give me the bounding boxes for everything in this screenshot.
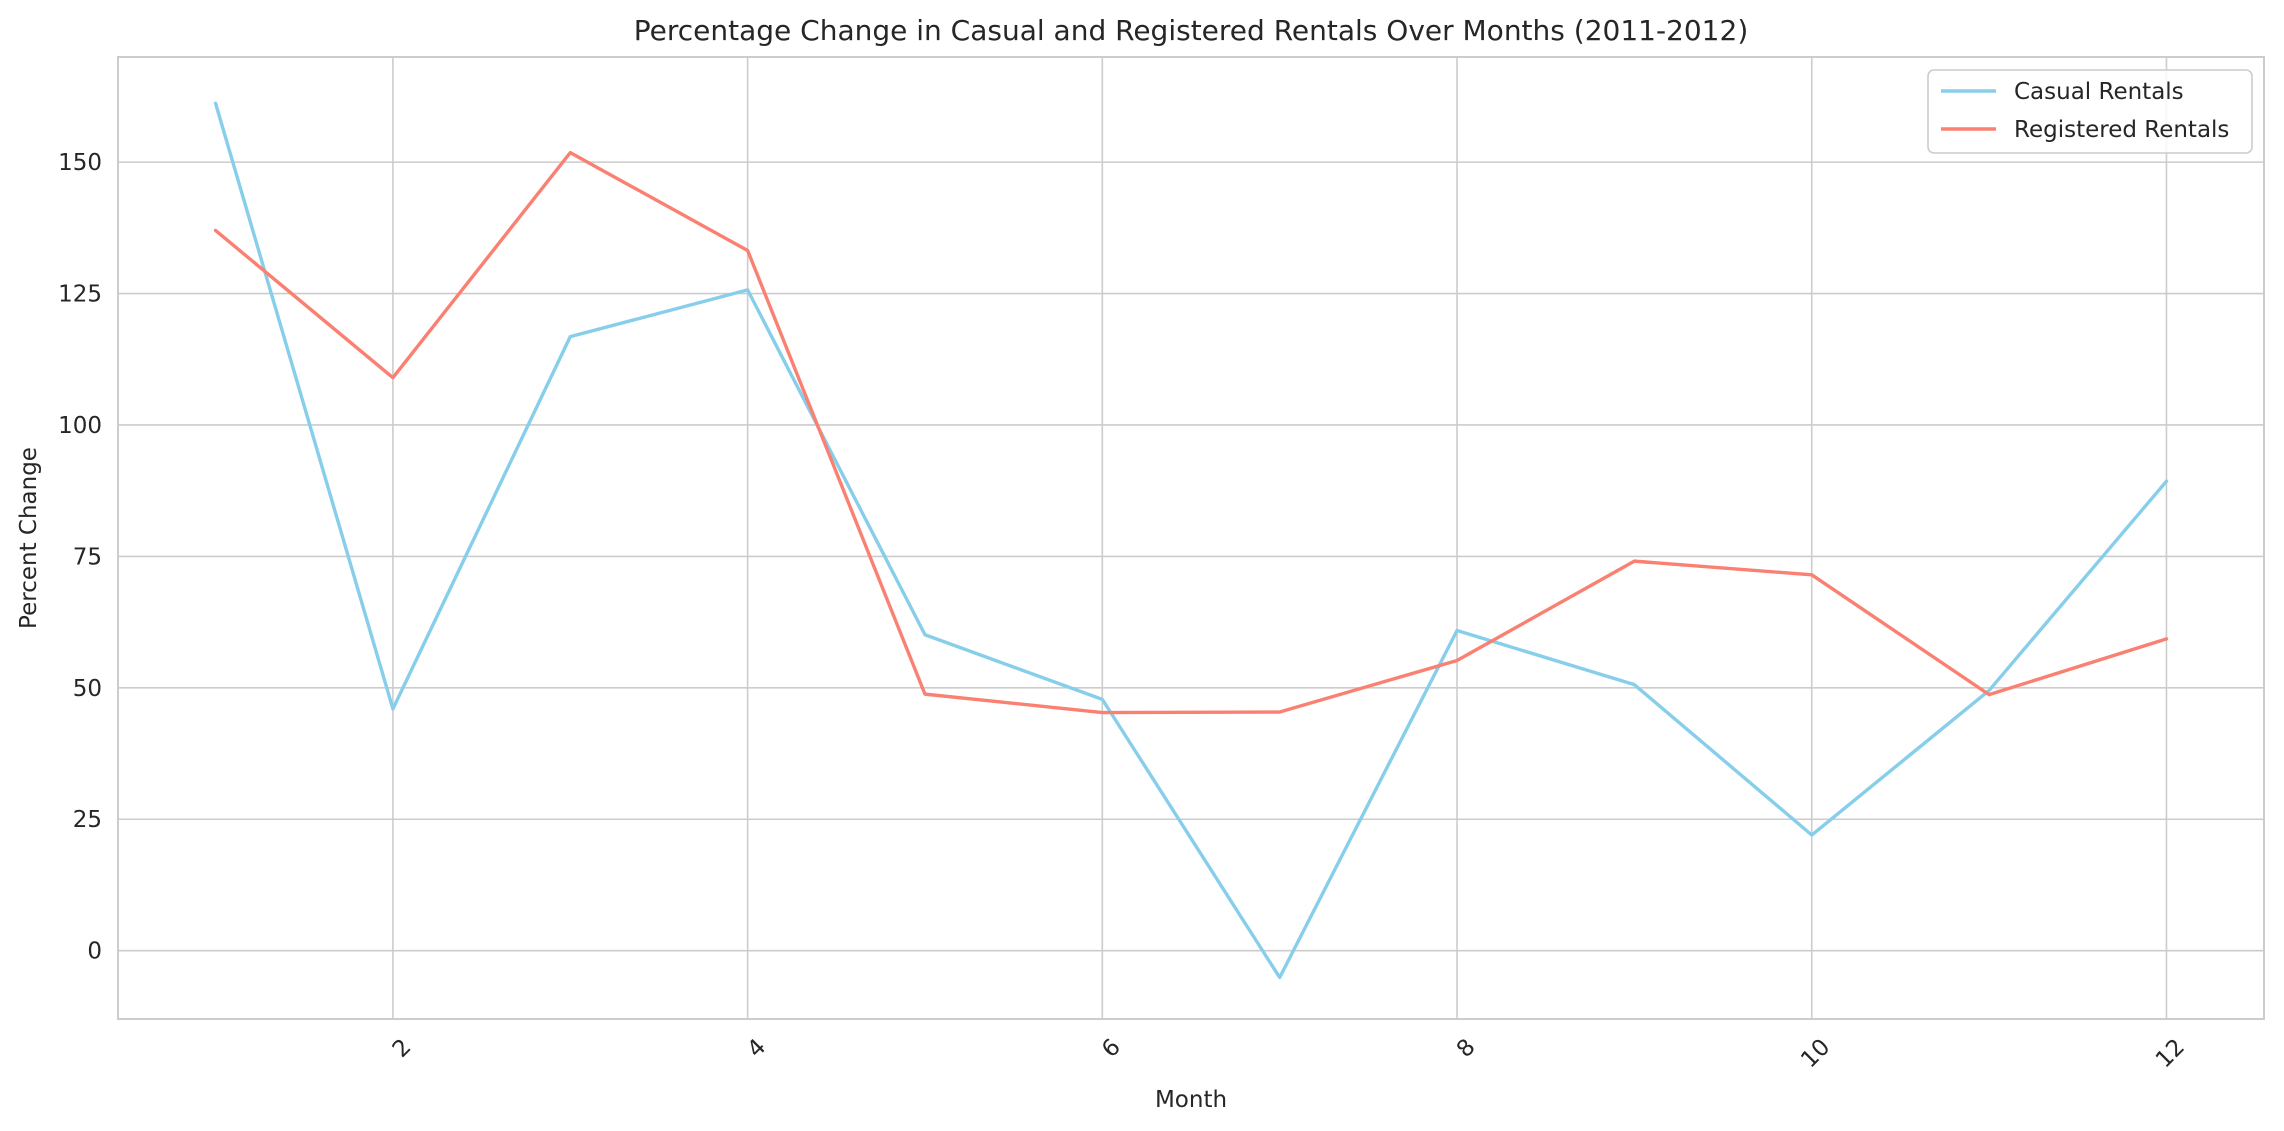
plot-frame [117,56,2265,1020]
x-tick-label: 10 [1796,1034,1835,1073]
y-tick-label: 100 [58,413,102,439]
y-tick-label: 25 [73,807,102,833]
y-axis-label: Percent Change [16,447,42,629]
x-axis-ticks: 2 4 6 8 10 12 [388,1034,2190,1073]
legend: Casual Rentals Registered Rentals [1927,69,2253,154]
series-line-casual-rentals [213,101,2169,980]
x-axis-label: Month [1155,1087,1227,1113]
y-tick-label: 75 [73,544,102,570]
x-tick-label: 6 [1097,1034,1126,1063]
x-tick-label: 2 [388,1034,417,1063]
y-axis-ticks: 0 25 50 75 100 125 150 [58,150,102,965]
chart-title: Percentage Change in Casual and Register… [634,14,1749,47]
x-tick-label: 12 [2151,1034,2190,1073]
y-tick-label: 125 [58,282,102,308]
legend-box [1927,69,2253,154]
series-line-registered-rentals [213,150,2169,715]
legend-label-casual-rentals: Casual Rentals [2014,79,2184,105]
y-tick-label: 50 [73,676,102,702]
y-tick-label: 150 [58,150,102,176]
x-tick-label: 4 [742,1034,771,1063]
grid-lines [118,57,2264,1019]
y-tick-label: 0 [87,939,102,965]
legend-label-registered-rentals: Registered Rentals [2014,117,2229,143]
x-tick-label: 8 [1452,1034,1481,1063]
series-lines [213,101,2169,980]
